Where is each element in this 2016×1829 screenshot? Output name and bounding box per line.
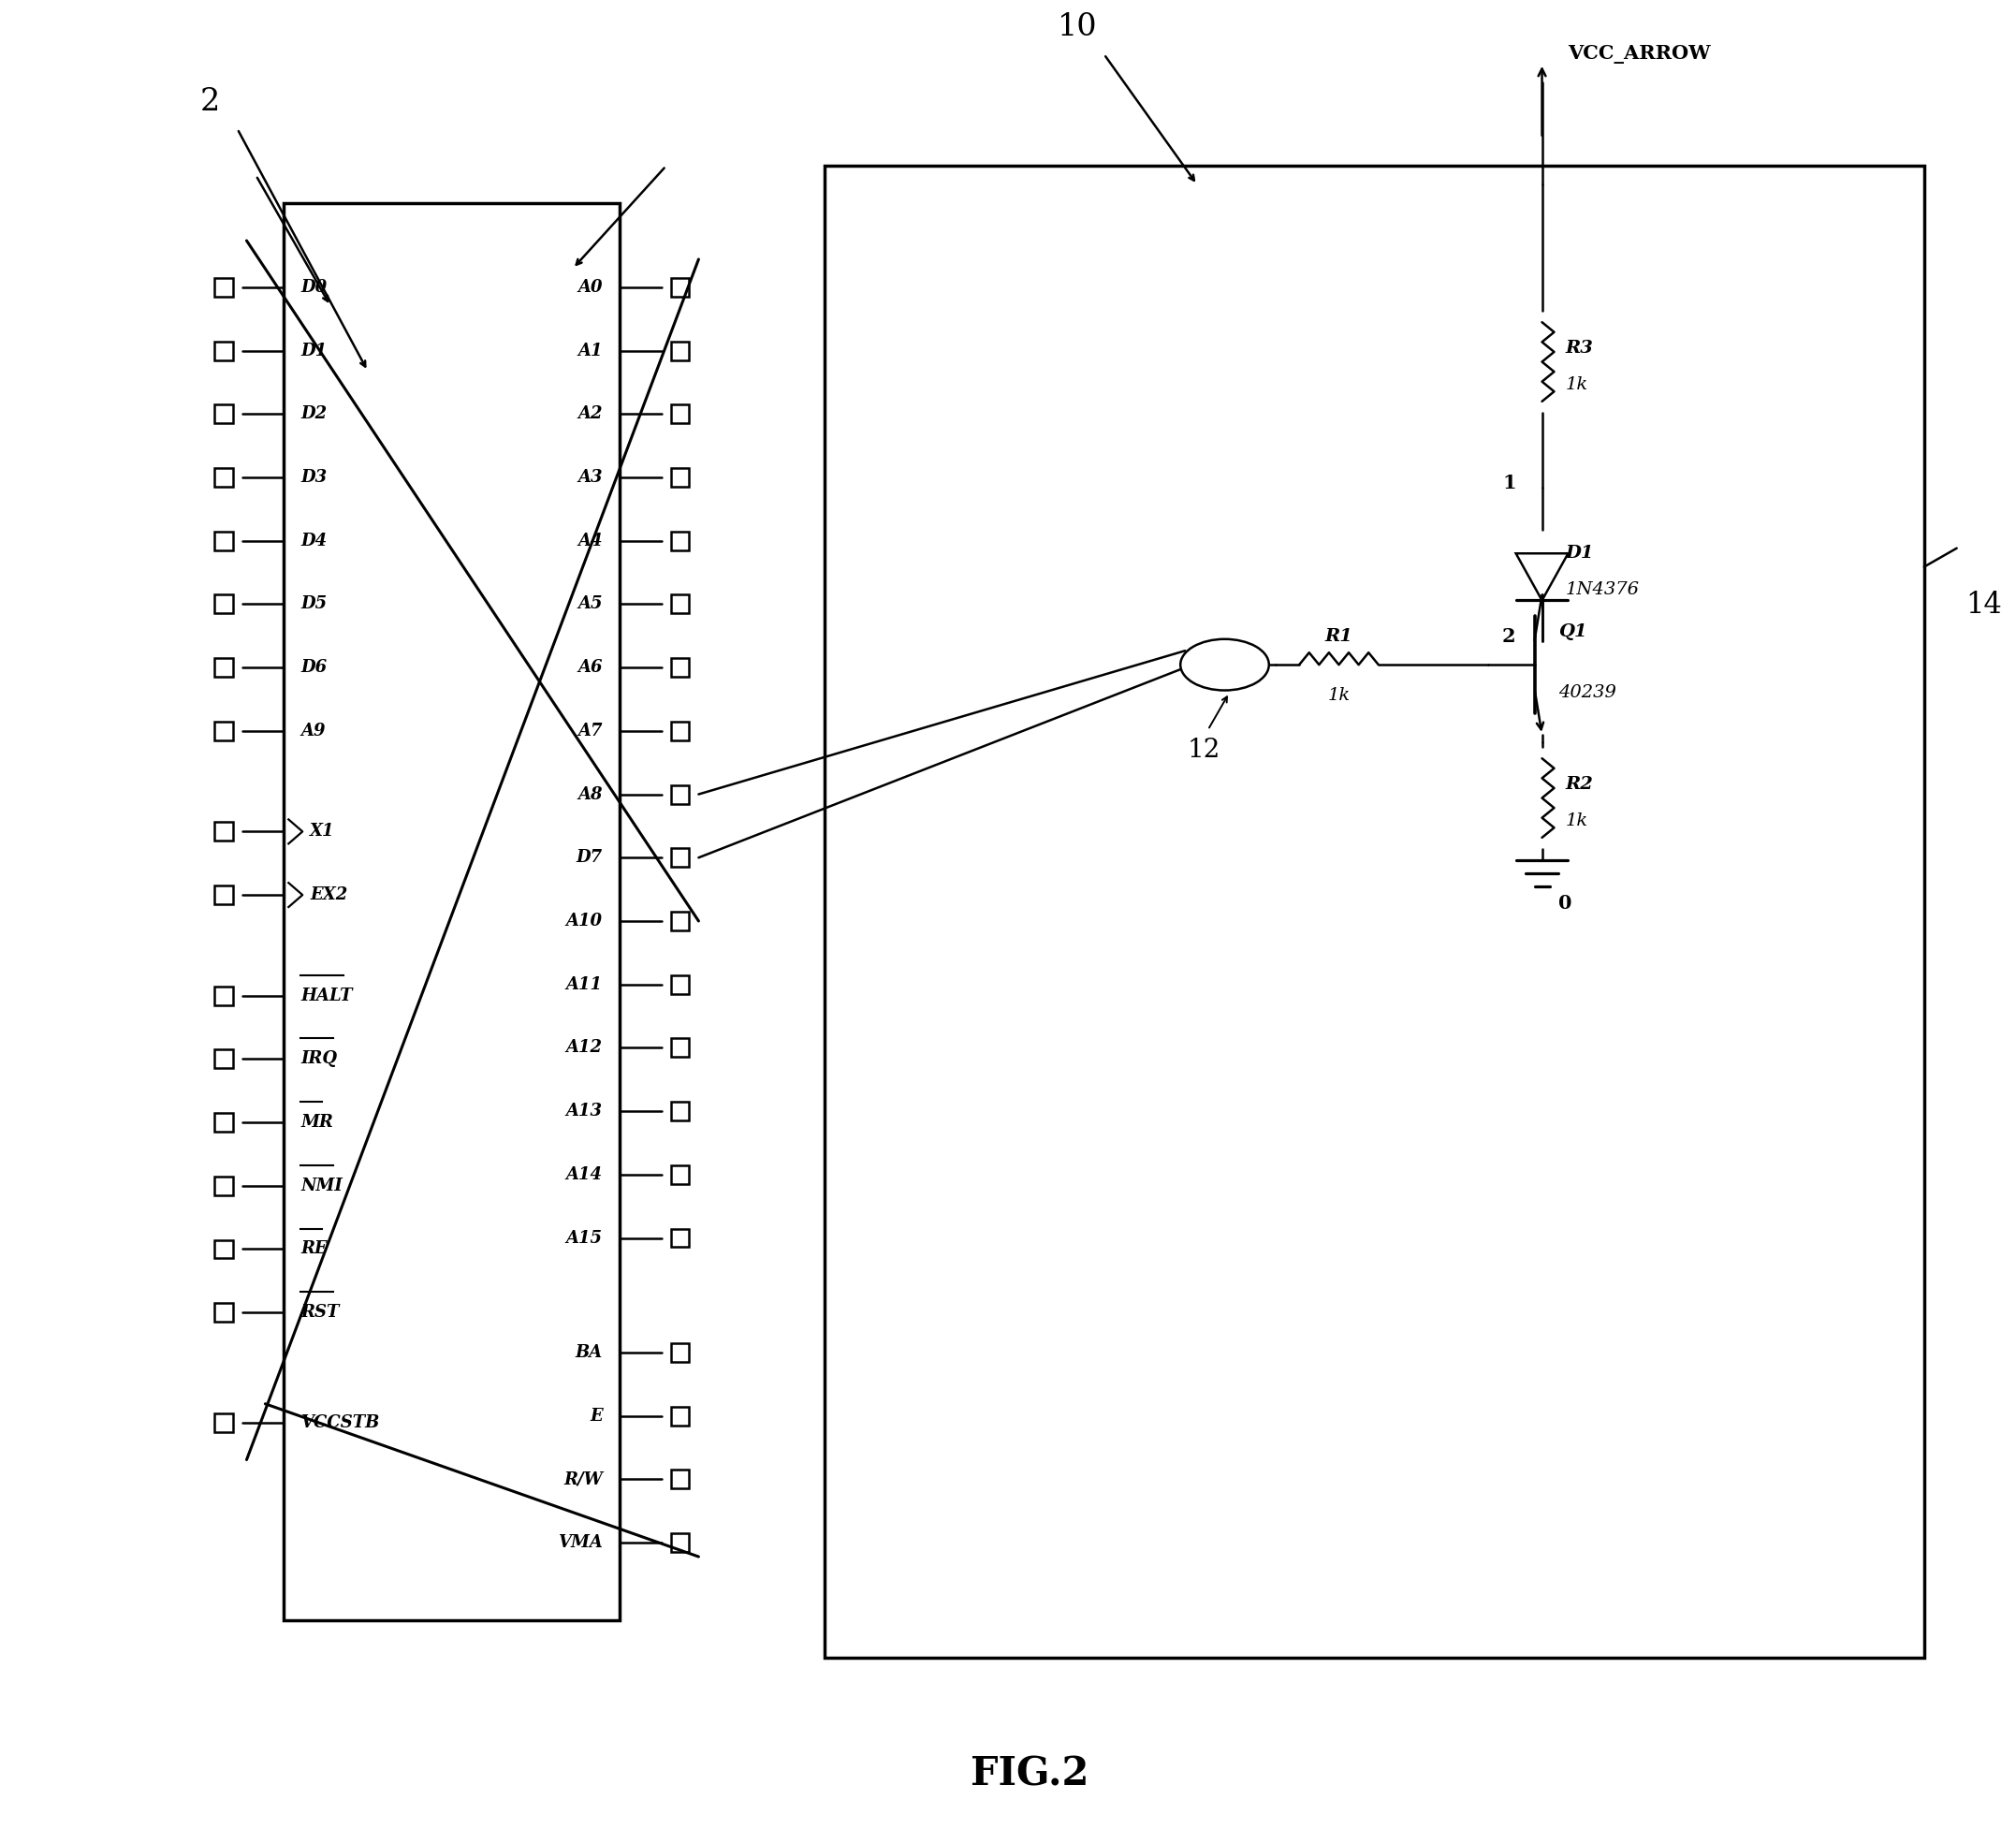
Text: A5: A5 xyxy=(579,596,603,613)
Bar xyxy=(214,342,232,360)
Bar xyxy=(214,885,232,904)
Bar xyxy=(214,532,232,551)
Text: 1: 1 xyxy=(1502,474,1516,492)
Bar xyxy=(214,1302,232,1322)
Text: Q1: Q1 xyxy=(1558,624,1587,640)
Text: A15: A15 xyxy=(566,1229,603,1246)
Text: A1: A1 xyxy=(579,342,603,358)
Text: R2: R2 xyxy=(1564,775,1593,792)
Bar xyxy=(671,975,689,993)
Bar xyxy=(214,404,232,422)
Text: 2: 2 xyxy=(200,86,220,117)
Text: VCCSTB: VCCSTB xyxy=(300,1414,379,1430)
Text: D1: D1 xyxy=(1564,545,1595,562)
Text: 10: 10 xyxy=(1058,13,1097,42)
Bar xyxy=(671,1342,689,1363)
Text: R1: R1 xyxy=(1325,629,1353,646)
Bar xyxy=(671,342,689,360)
Text: 1N4376: 1N4376 xyxy=(1564,582,1639,598)
Text: D4: D4 xyxy=(300,532,327,549)
Text: A6: A6 xyxy=(579,658,603,677)
Bar xyxy=(214,1414,232,1432)
Text: A10: A10 xyxy=(566,913,603,929)
Text: RE: RE xyxy=(300,1240,327,1258)
Text: 14: 14 xyxy=(1966,591,2002,620)
Text: 12: 12 xyxy=(1187,737,1222,763)
Text: MR: MR xyxy=(300,1114,333,1130)
Text: 1k: 1k xyxy=(1327,688,1351,704)
Bar xyxy=(214,468,232,487)
Text: 0: 0 xyxy=(1558,894,1572,913)
Text: A14: A14 xyxy=(566,1167,603,1183)
Text: A7: A7 xyxy=(579,722,603,739)
Bar xyxy=(671,658,689,677)
Bar xyxy=(671,532,689,551)
Bar xyxy=(671,1407,689,1425)
Text: D7: D7 xyxy=(577,849,603,867)
Text: A9: A9 xyxy=(300,722,325,739)
Bar xyxy=(671,1533,689,1553)
Text: X1: X1 xyxy=(310,823,335,840)
Bar xyxy=(214,1114,232,1132)
Bar xyxy=(671,1471,689,1489)
Text: FIG.2: FIG.2 xyxy=(970,1754,1089,1794)
Text: BA: BA xyxy=(575,1344,603,1361)
Bar xyxy=(671,278,689,296)
Text: A0: A0 xyxy=(579,278,603,296)
Bar xyxy=(214,1176,232,1194)
Bar xyxy=(671,722,689,741)
Text: R/W: R/W xyxy=(562,1471,603,1487)
Bar xyxy=(214,1240,232,1258)
Bar xyxy=(214,1050,232,1068)
Text: NMI: NMI xyxy=(300,1178,343,1194)
Bar xyxy=(671,785,689,803)
Bar xyxy=(671,468,689,487)
Bar xyxy=(671,404,689,422)
Bar xyxy=(671,1165,689,1183)
Text: D3: D3 xyxy=(300,468,327,487)
Text: EX2: EX2 xyxy=(310,887,347,904)
Bar xyxy=(214,278,232,296)
Bar xyxy=(671,911,689,931)
Text: VCC_ARROW: VCC_ARROW xyxy=(1568,46,1712,64)
Bar xyxy=(671,1229,689,1247)
Text: R3: R3 xyxy=(1564,340,1593,357)
Bar xyxy=(671,1101,689,1121)
Text: A11: A11 xyxy=(566,977,603,993)
Text: A3: A3 xyxy=(579,468,603,487)
Text: D1: D1 xyxy=(300,342,327,358)
Text: A2: A2 xyxy=(579,406,603,422)
Text: D2: D2 xyxy=(300,406,327,422)
Bar xyxy=(214,986,232,1004)
Text: A4: A4 xyxy=(579,532,603,549)
Text: IRQ: IRQ xyxy=(300,1050,337,1068)
Text: RST: RST xyxy=(300,1304,339,1321)
Bar xyxy=(214,722,232,741)
Text: 2: 2 xyxy=(1502,627,1516,646)
Text: D5: D5 xyxy=(300,596,327,613)
Bar xyxy=(214,823,232,841)
Text: 1k: 1k xyxy=(1564,377,1589,393)
Text: HALT: HALT xyxy=(300,988,353,1004)
Bar xyxy=(214,658,232,677)
Text: D6: D6 xyxy=(300,658,327,677)
Text: VMA: VMA xyxy=(558,1535,603,1551)
Bar xyxy=(284,203,619,1620)
Text: D0: D0 xyxy=(300,278,327,296)
Text: A13: A13 xyxy=(566,1103,603,1119)
Bar xyxy=(214,594,232,613)
Bar xyxy=(671,849,689,867)
Bar xyxy=(825,166,1923,1657)
Text: A8: A8 xyxy=(579,786,603,803)
Bar xyxy=(671,594,689,613)
Text: A12: A12 xyxy=(566,1039,603,1055)
Text: E: E xyxy=(591,1408,603,1425)
Bar xyxy=(671,1039,689,1057)
Text: 40239: 40239 xyxy=(1558,684,1617,701)
Text: 1k: 1k xyxy=(1564,812,1589,830)
